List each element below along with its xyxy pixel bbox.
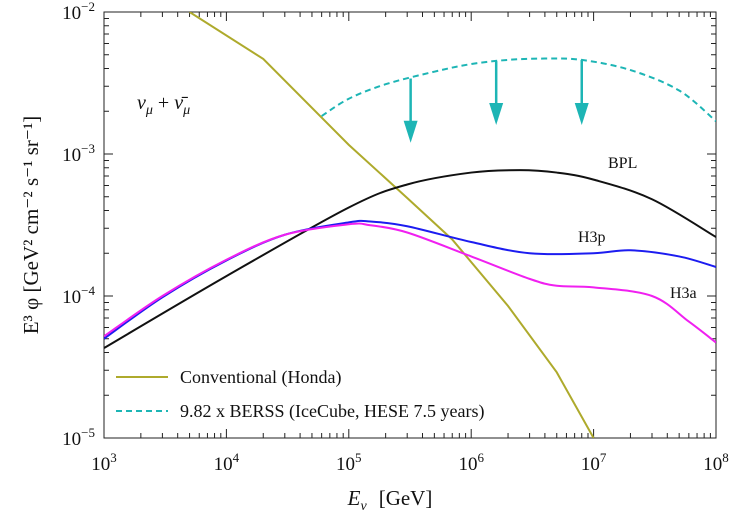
upper-limit-arrow-head xyxy=(489,103,504,126)
x-tick-label: 103 xyxy=(91,450,117,475)
x-tick-label: 104 xyxy=(214,450,240,475)
legend: Conventional (Honda) 9.82 x BERSS (IceCu… xyxy=(116,367,484,422)
y-tick-label: 10−5 xyxy=(62,425,95,450)
legend-label-conventional: Conventional (Honda) xyxy=(180,367,341,388)
series-line-conventional-honda xyxy=(189,12,595,438)
series-label-bpl: BPL xyxy=(608,155,637,172)
neutrino-annotation: νμ + ν̄μ xyxy=(137,92,190,118)
curves xyxy=(104,12,716,438)
legend-label-berss: 9.82 x BERSS (IceCube, HESE 7.5 years) xyxy=(180,401,484,422)
axis-ticks xyxy=(103,11,717,439)
y-axis-title: E³ φ [GeV² cm⁻² s⁻¹ sr⁻¹] xyxy=(19,116,43,335)
axis-tick-labels: 103 104 105 106 107 108 10−5 10−4 10−3 10−2 xyxy=(62,0,729,475)
x-tick-label: 105 xyxy=(336,450,362,475)
x-tick-label: 106 xyxy=(458,450,484,475)
x-tick-label: 107 xyxy=(581,450,607,475)
x-axis-title: Eν [GeV] xyxy=(347,486,433,514)
y-tick-label: 10−2 xyxy=(62,0,95,24)
upper-limit-arrow-head xyxy=(403,120,418,143)
x-tick-label: 108 xyxy=(703,450,729,475)
series-line-bpl xyxy=(104,169,716,349)
y-tick-label: 10−3 xyxy=(62,141,95,166)
series-line-h3a xyxy=(104,222,716,344)
y-tick-label: 10−4 xyxy=(62,283,95,308)
series-label-h3a: H3a xyxy=(670,285,697,302)
upper-limit-arrows xyxy=(403,59,589,143)
upper-limit-arrow-head xyxy=(574,103,589,126)
series-label-h3p: H3p xyxy=(578,229,606,246)
